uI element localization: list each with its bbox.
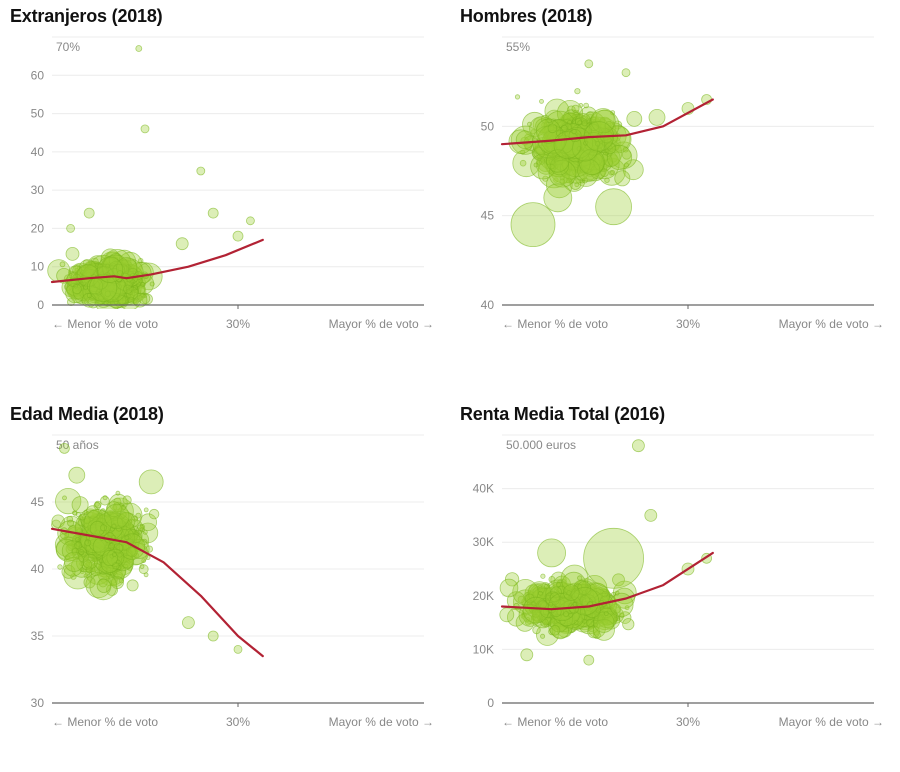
x-axis-mid-label: 30%	[226, 317, 250, 331]
scatter-plot: 0 10K 20K 30K 40K 50.000 euros	[460, 427, 880, 707]
scatter-dots	[52, 443, 243, 653]
x-axis-labels: ← Menor % de voto 30% Mayor % de voto →	[460, 715, 890, 729]
y-tick-label: 40K	[473, 482, 494, 496]
x-axis-labels: ← Menor % de voto 30% Mayor % de voto →	[10, 317, 440, 331]
y-top-tick-label: 50.000 euros	[506, 438, 576, 452]
x-axis-right-label: Mayor % de voto →	[329, 715, 434, 729]
y-tick-label: 0	[37, 298, 44, 309]
x-axis-labels: ← Menor % de voto 30% Mayor % de voto →	[460, 317, 890, 331]
y-tick-label: 30	[31, 183, 45, 197]
y-tick-label: 30	[31, 696, 45, 707]
y-tick-label: 20	[31, 221, 45, 235]
x-axis-mid-label: 30%	[226, 715, 250, 729]
y-tick-label: 40	[31, 145, 45, 159]
y-tick-label: 50	[31, 107, 45, 121]
chart-grid: Extranjeros (2018) 0 10 20 30 40 50 60 70% ← Men…	[0, 0, 900, 772]
scatter-dots	[48, 46, 255, 310]
y-tick-label: 30K	[473, 535, 494, 549]
y-tick-label: 0	[487, 696, 494, 707]
y-top-tick-label: 55%	[506, 40, 530, 54]
x-axis-right-label: Mayor % de voto →	[779, 317, 884, 331]
y-tick-label: 20K	[473, 589, 494, 603]
scatter-plot: 40 45 50 55%	[460, 29, 880, 309]
x-axis-right-label: Mayor % de voto →	[779, 715, 884, 729]
y-top-tick-label: 70%	[56, 40, 80, 54]
y-tick-label: 40	[31, 562, 45, 576]
chart: 0 10K 20K 30K 40K 50.000 euros ← Menor % de vo…	[460, 427, 890, 729]
panel-title: Hombres (2018)	[460, 6, 890, 27]
x-axis-mid-label: 30%	[676, 715, 700, 729]
y-tick-label: 35	[31, 629, 45, 643]
x-axis-left-label: ← Menor % de voto	[502, 715, 608, 729]
chart: 40 45 50 55% ← Menor % de voto 30% Mayor % de …	[460, 29, 890, 331]
y-tick-label: 45	[481, 209, 495, 223]
x-axis-labels: ← Menor % de voto 30% Mayor % de voto →	[10, 715, 440, 729]
y-tick-label: 40	[481, 298, 495, 309]
chart: 0 10 20 30 40 50 60 70% ← Menor % de voto 30% Mayo…	[10, 29, 440, 331]
panel-hombres: Hombres (2018) 40 45 50 55% ← Menor % de vot…	[460, 6, 890, 368]
panel-renta: Renta Media Total (2016) 0 10K 20K 30K 40K 50…	[460, 404, 890, 766]
x-axis-right-label: Mayor % de voto →	[329, 317, 434, 331]
y-tick-label: 10	[31, 260, 45, 274]
x-axis-left-label: ← Menor % de voto	[502, 317, 608, 331]
x-axis-mid-label: 30%	[676, 317, 700, 331]
y-tick-label: 60	[31, 68, 45, 82]
scatter-dots	[500, 440, 712, 665]
y-tick-label: 50	[481, 119, 495, 133]
panel-title: Renta Media Total (2016)	[460, 404, 890, 425]
scatter-dots	[509, 60, 712, 247]
scatter-plot: 0 10 20 30 40 50 60 70%	[10, 29, 430, 309]
panel-edad: Edad Media (2018) 3035404550 años← Menor…	[10, 404, 440, 766]
panel-extranjeros: Extranjeros (2018) 0 10 20 30 40 50 60 70% ← Men…	[10, 6, 440, 368]
panel-title: Edad Media (2018)	[10, 404, 440, 425]
y-tick-label: 45	[31, 495, 45, 509]
chart: 3035404550 años← Menor % de voto30%Mayor…	[10, 427, 440, 729]
panel-title: Extranjeros (2018)	[10, 6, 440, 27]
y-tick-label: 10K	[473, 642, 494, 656]
x-axis-left-label: ← Menor % de voto	[52, 317, 158, 331]
scatter-plot: 3035404550 años	[10, 427, 430, 707]
x-axis-left-label: ← Menor % de voto	[52, 715, 158, 729]
